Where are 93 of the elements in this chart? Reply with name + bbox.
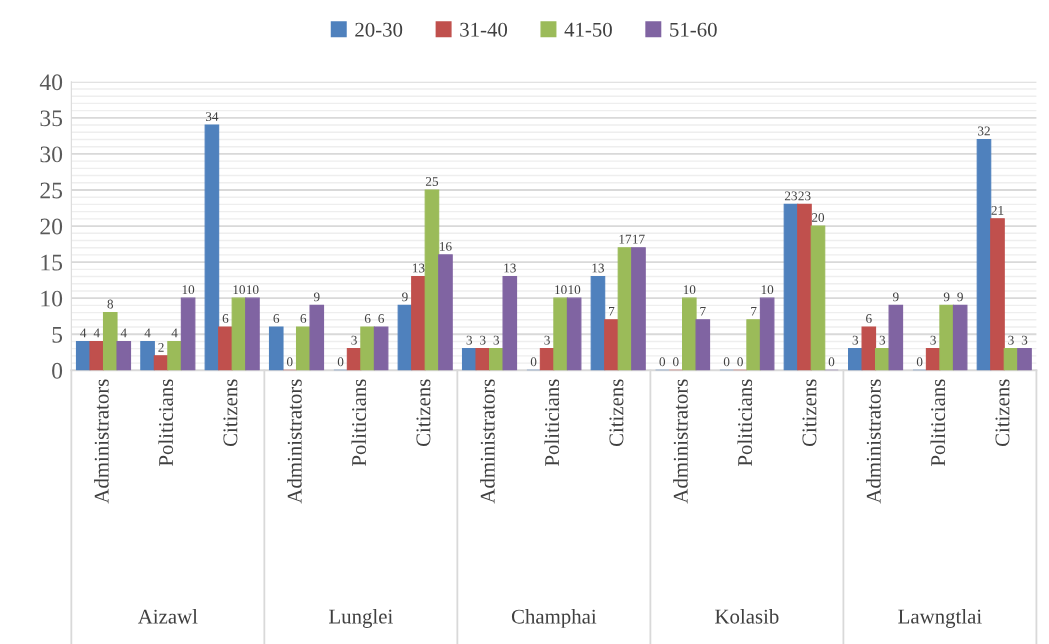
data-label: 13 <box>504 263 516 273</box>
data-label: 9 <box>943 292 950 302</box>
data-label: 3 <box>480 335 486 345</box>
data-label: 6 <box>364 314 371 323</box>
x-tick-label: Administrators <box>480 379 495 504</box>
data-label: 0 <box>530 357 537 367</box>
data-label: 6 <box>273 314 280 323</box>
text: Champhai <box>511 608 597 628</box>
text: Lunglei <box>329 608 393 628</box>
y-tick-label: 10 <box>41 290 63 307</box>
x-tick-label: Citizens <box>802 379 817 447</box>
x-tick-label: Politicians <box>351 379 367 466</box>
data-label: 4 <box>171 328 178 338</box>
data-label: 3 <box>1021 335 1028 345</box>
data-label: 0 <box>828 357 835 367</box>
data-label: 4 <box>120 328 127 338</box>
data-label: 6 <box>300 314 307 323</box>
data-label: 4 <box>93 328 100 338</box>
data-label: 7 <box>700 306 706 316</box>
data-label: 16 <box>440 241 452 251</box>
data-label: 3 <box>544 335 550 345</box>
data-label: 10 <box>247 285 259 295</box>
x-tick-label: Citizens <box>609 379 624 447</box>
data-label: 3 <box>1008 335 1014 345</box>
x-tick-label: Politicians <box>930 379 946 466</box>
data-label: 23 <box>784 191 798 201</box>
data-label: 0 <box>673 357 679 367</box>
data-label: 10 <box>182 285 195 295</box>
data-label: 6 <box>866 314 872 323</box>
data-label: 9 <box>402 292 408 302</box>
data-label: 34 <box>205 112 219 121</box>
data-label: 10 <box>233 285 246 295</box>
legend-label: 51-60 <box>670 22 717 37</box>
data-label: 21 <box>991 205 1004 215</box>
data-label: 6 <box>222 314 229 323</box>
text: Aizawl <box>137 608 198 624</box>
y-tick-label: 0 <box>52 362 63 379</box>
legend-label: 20-30 <box>355 22 403 37</box>
data-label: 0 <box>737 357 743 367</box>
x-tick-label: Administrators <box>866 379 881 504</box>
data-label: 10 <box>568 285 581 295</box>
x-tick-label: Politicians <box>544 379 560 466</box>
data-label: 3 <box>879 335 886 345</box>
data-label: 7 <box>751 306 757 316</box>
x-tick-label: Citizens <box>416 379 431 447</box>
data-label: 4 <box>144 328 151 338</box>
data-label: 0 <box>916 357 923 367</box>
y-tick-label: 15 <box>41 254 63 271</box>
data-label: 9 <box>313 292 320 302</box>
y-tick-label: 30 <box>40 146 63 163</box>
data-label: 10 <box>761 285 774 295</box>
legend-label: 41-50 <box>564 22 612 37</box>
data-label: 4 <box>80 328 87 338</box>
x-tick-label: Politicians <box>737 379 753 466</box>
data-label: 0 <box>659 357 666 367</box>
y-tick-label: 25 <box>40 182 63 199</box>
data-label: 10 <box>683 285 696 295</box>
data-label: 32 <box>978 126 990 136</box>
y-tick-label: 40 <box>39 74 63 91</box>
y-tick-label: 35 <box>40 110 63 127</box>
data-label: 0 <box>286 357 293 367</box>
data-label: 10 <box>555 285 567 295</box>
data-label: 3 <box>852 335 859 345</box>
x-tick-label: Citizens <box>223 379 238 447</box>
data-label: 9 <box>892 292 899 302</box>
data-label: 13 <box>592 263 605 273</box>
data-label: 8 <box>107 299 114 309</box>
data-label: 17 <box>633 234 645 244</box>
y-tick-label: 5 <box>52 326 63 343</box>
x-tick-label: Citizens <box>995 379 1010 447</box>
data-label: 25 <box>425 177 439 186</box>
x-tick-label: Politicians <box>158 379 174 466</box>
x-tick-label: Administrators <box>287 379 302 504</box>
y-tick-label: 20 <box>40 218 63 235</box>
data-label: 3 <box>351 335 357 345</box>
data-label: 2 <box>158 342 164 352</box>
text: Kolasib <box>715 608 779 624</box>
legend-label: 31-40 <box>460 22 508 37</box>
x-tick-label: Administrators <box>673 379 688 504</box>
data-label: 0 <box>337 357 344 367</box>
data-label: 3 <box>493 335 500 345</box>
data-label: 0 <box>723 357 730 367</box>
data-label: 17 <box>619 234 632 244</box>
data-label: 23 <box>798 191 811 201</box>
x-tick-label: Administrators <box>94 379 109 504</box>
data-label: 13 <box>413 263 425 273</box>
data-label: 3 <box>930 335 936 345</box>
data-label: 9 <box>957 292 963 302</box>
data-label: 20 <box>811 213 825 222</box>
text: Lawngtlai <box>898 608 982 628</box>
data-label: 6 <box>378 314 385 323</box>
data-label: 3 <box>466 335 473 345</box>
data-label: 7 <box>609 306 615 316</box>
